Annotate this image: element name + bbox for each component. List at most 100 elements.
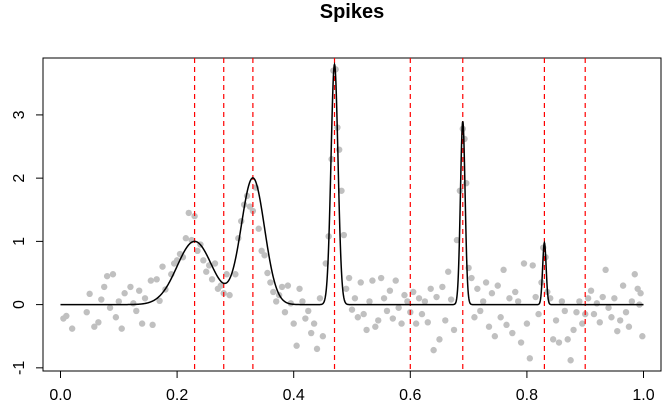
data-point [526,355,534,362]
data-point [191,212,198,220]
data-point [338,187,345,194]
curve-line [60,62,644,306]
true-function-curve [60,62,644,306]
data-point [208,276,216,283]
x-axis: 0.0 0.2 0.4 0.6 0.8 1.0 [49,370,655,404]
x-tick-label: 0.8 [516,387,538,404]
data-point [296,285,303,292]
data-point [593,300,601,307]
data-point [112,314,120,321]
data-point [127,283,134,291]
data-point [573,308,580,316]
y-tick-label: 0 [11,300,28,309]
data-point [203,268,210,275]
data-point [535,310,542,318]
data-point [561,307,569,315]
data-point [512,288,519,296]
data-point [622,308,630,316]
data-point [106,304,114,311]
breakpoint-lines [193,58,586,371]
data-point [281,308,289,316]
data-point [410,288,417,296]
data-point [386,287,394,294]
data-point [345,274,353,282]
data-point [616,317,624,324]
data-point [302,315,309,322]
data-point [310,320,318,327]
data-point [135,287,143,294]
data-point [369,277,376,284]
data-point [463,180,470,187]
data-point [532,293,539,301]
data-point [494,282,501,289]
data-point [255,225,262,232]
data-point [404,298,411,305]
plot-frame [42,57,662,372]
data-point [517,339,525,346]
data-point [307,329,315,337]
data-point [226,291,233,299]
data-point [602,266,609,274]
data-point [485,323,493,330]
data-point [147,277,155,284]
data-point [159,263,166,270]
data-point [628,298,636,305]
data-point [138,320,146,327]
data-point [267,279,274,286]
data-point [357,279,364,286]
data-point [639,333,646,340]
data-point [118,325,125,332]
data-point [360,310,367,318]
data-point [587,287,595,294]
data-point [395,304,402,311]
data-point [430,346,437,354]
x-tick-label: 0.0 [49,387,71,404]
data-point [439,283,446,291]
data-point [398,320,405,327]
data-point [95,319,102,326]
data-point [389,315,397,322]
data-point [372,323,379,330]
data-point [520,260,528,267]
data-point [348,306,356,313]
data-point [596,319,603,326]
data-point [570,326,577,334]
data-point [383,307,391,315]
data-point [121,290,128,297]
y-tick-label: 3 [11,110,28,119]
data-point [421,298,429,305]
data-point [375,317,382,324]
data-point [558,298,566,305]
data-point [442,317,449,324]
data-point [91,323,98,330]
data-point [477,307,484,315]
data-point [284,282,292,289]
data-point [412,320,420,327]
data-point [418,310,426,318]
data-point [625,323,633,330]
data-point [576,298,583,305]
data-point [182,235,190,242]
data-point [299,298,306,305]
data-point [584,295,592,302]
data-point [552,317,560,324]
data-point [631,271,638,278]
data-point [133,307,140,315]
data-point [141,295,149,302]
data-point [68,325,76,332]
x-tick-label: 0.6 [399,387,421,404]
data-point [211,260,219,267]
data-point [380,295,388,302]
data-point [130,300,137,307]
data-point [468,274,475,282]
data-point [433,293,440,301]
data-point [444,268,452,275]
data-point [153,276,160,283]
data-point [450,326,458,334]
data-point [549,336,557,343]
data-point [424,319,431,326]
data-point [377,274,385,282]
data-point [491,333,499,340]
data-point [363,326,370,334]
data-point [264,269,271,277]
